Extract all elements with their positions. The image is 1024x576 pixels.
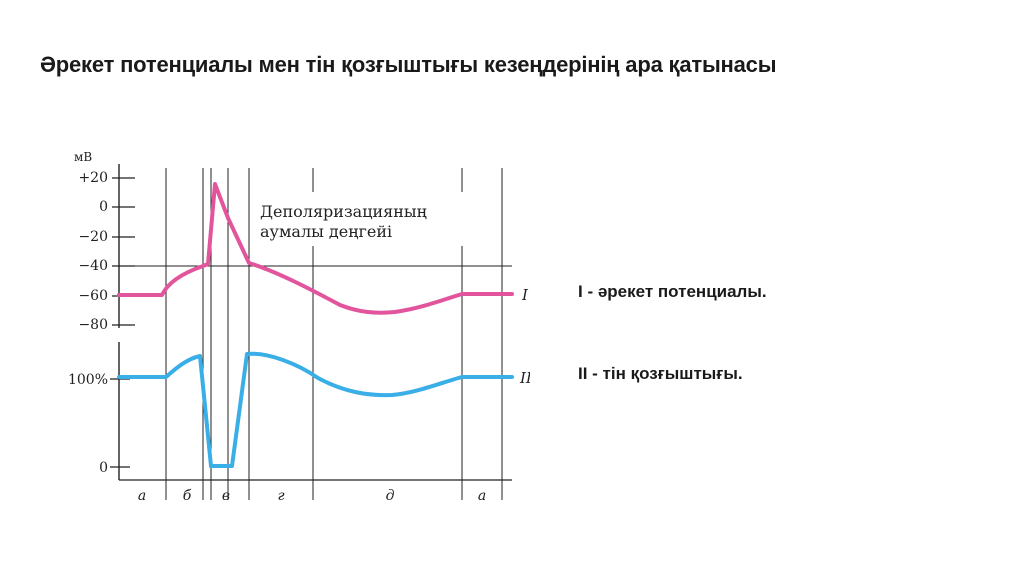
y-tick-label: −80: [78, 317, 108, 333]
legend: I - әрекет потенциалы. II - тін қозғышты…: [578, 282, 978, 446]
annotation-line-1: Деполяризацияның: [260, 202, 427, 221]
excitability-curve: [117, 351, 514, 468]
y-tick-label: −20: [78, 229, 108, 245]
legend-item-excitability: II - тін қозғыштығы.: [578, 364, 743, 383]
phase-label-d: д: [386, 488, 395, 504]
unit-label: мВ: [74, 150, 92, 164]
phase-label-b: б: [183, 488, 192, 504]
phase-label-a2: а: [478, 488, 486, 504]
action-potential-curve: [117, 182, 514, 315]
slide-title: Әрекет потенциалы мен тін қозғыштығы кез…: [40, 52, 777, 77]
curve-label-I: I: [521, 286, 529, 304]
action-potential-diagram: мВ +20 0 −20 −40 −60 −80 100% 0: [50, 140, 530, 525]
phase-label-a: а: [138, 488, 146, 504]
y-tick-label: −40: [78, 258, 108, 274]
y-tick-label-100: 100%: [68, 372, 108, 388]
diagram-svg: мВ +20 0 −20 −40 −60 −80 100% 0: [68, 150, 530, 504]
phase-label-g: г: [277, 488, 284, 504]
legend-item-action-potential: I - әрекет потенциалы.: [578, 282, 767, 301]
y-tick-label: +20: [78, 170, 108, 186]
y-tick-label-0: 0: [99, 460, 108, 476]
phase-label-v: в: [222, 488, 230, 504]
phase-labels: а б в г д а: [138, 488, 486, 504]
y-tick-label: 0: [99, 199, 108, 215]
curve-label-II: II: [519, 369, 530, 387]
annotation-backdrop: [255, 192, 477, 246]
y-tick-label: −60: [78, 288, 108, 304]
annotation-line-2: аумалы деңгейі: [260, 222, 392, 241]
y-ticks-top: +20 0 −20 −40 −60 −80: [78, 170, 135, 333]
